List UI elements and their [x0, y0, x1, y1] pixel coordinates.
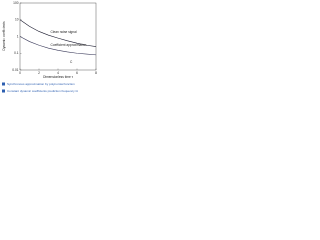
series-line	[19, 19, 97, 47]
y-tick-label: 0.01	[12, 68, 18, 72]
x-tick-label: 0	[19, 71, 21, 75]
series-label: Clean noise signal	[51, 30, 77, 34]
x-tick-label: 4	[57, 71, 59, 75]
series-label: Coefficient approximation	[51, 43, 87, 47]
x-tick-label: 8	[95, 71, 97, 75]
plot-frame	[19, 2, 97, 71]
x-tick-label: 6	[76, 71, 78, 75]
y-tick-label: 100	[13, 1, 19, 5]
note-marker	[2, 82, 5, 86]
x-tick-label: 2	[38, 71, 40, 75]
note: Synchronous approximation by polynomial …	[7, 82, 75, 86]
y-axis-label: Dynamic coefficients	[2, 21, 6, 51]
x-axis-label: Dimensionless time τ	[43, 75, 74, 79]
y-tick-label: 1	[17, 34, 19, 38]
chart: Dynamic coefficients Dimensionless time …	[2, 1, 97, 93]
annotation: C	[70, 60, 73, 64]
series-line	[19, 36, 97, 56]
y-tick-label: 0.1	[14, 51, 19, 55]
note-marker	[2, 89, 5, 93]
note: Constant dynamic coefficients prediction…	[7, 89, 78, 93]
y-tick-label: 10	[15, 18, 19, 22]
